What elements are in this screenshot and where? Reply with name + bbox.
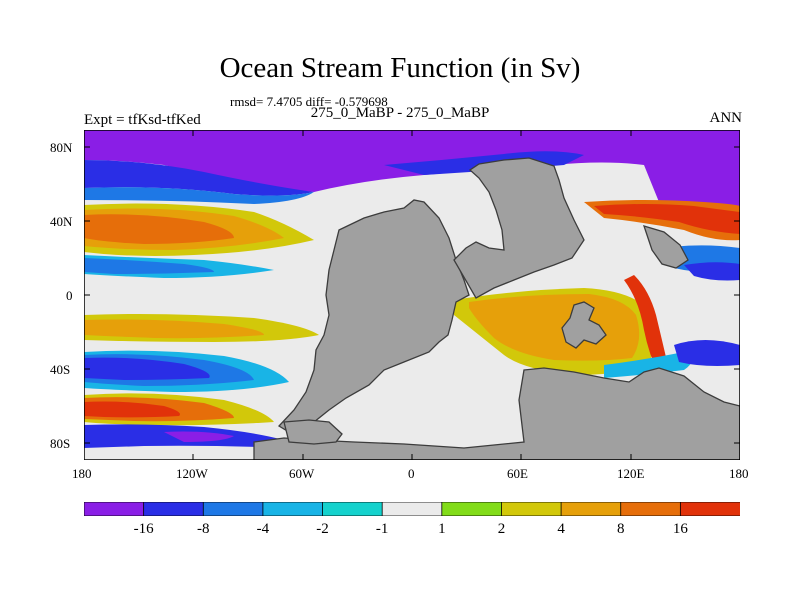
lon-label-120e: 120E <box>617 466 645 481</box>
lon-label-60w: 60W <box>289 466 315 481</box>
axis-ticks <box>84 130 740 460</box>
colorbar-label: -2 <box>316 521 329 537</box>
lat-label-80s: 80S <box>50 436 71 451</box>
antarctic-purple <box>164 431 234 442</box>
north-pacific-core <box>84 214 234 244</box>
colorbar-label: 8 <box>616 521 625 537</box>
nw-pacific-deep-blue <box>684 262 740 281</box>
colorbar-label: -1 <box>375 521 389 537</box>
colorbar-swatch <box>322 502 384 516</box>
colorbar-swatch <box>679 502 740 516</box>
lat-label-0: 0 <box>66 288 73 303</box>
colorbar-swatch <box>441 502 503 516</box>
lat-label-40s: 40S <box>50 362 71 377</box>
colorbar-label: -4 <box>256 521 270 537</box>
arctic-cell <box>84 130 740 215</box>
stats-label: rmsd= 7.4705 diff= -0.579698 <box>230 94 388 109</box>
land-masses <box>253 157 740 460</box>
colorbar-label: -16 <box>133 521 154 537</box>
subtitle: 275_0_MaBP - 275_0_MaBP <box>310 105 490 121</box>
lon-label-60e: 60E <box>507 466 528 481</box>
colorbar-swatch <box>262 502 324 516</box>
colorbar-label: 16 <box>672 521 688 537</box>
subpolar-mid-blue <box>84 187 314 204</box>
colorbar <box>84 502 740 516</box>
land-central <box>277 199 470 433</box>
land-south <box>253 367 740 460</box>
colorbar-label: 1 <box>438 521 446 537</box>
subpolar-blue-cell <box>84 160 314 196</box>
season-label: ANN <box>709 110 743 126</box>
land-east-island <box>642 225 689 269</box>
colorbar-label: 4 <box>557 521 565 537</box>
nw-pacific-red <box>594 204 740 234</box>
land-southwest-island <box>283 419 343 445</box>
colorbar-label: -8 <box>197 521 210 537</box>
colorbar-swatch <box>143 502 205 516</box>
equatorial-orange <box>84 319 264 339</box>
subtropical-blue <box>84 258 214 274</box>
map-plot <box>84 130 740 460</box>
colorbar-swatch <box>560 502 622 516</box>
lat-label-80n: 80N <box>50 140 73 155</box>
colorbar-label: 2 <box>497 521 506 537</box>
lon-label-120w: 120W <box>176 466 208 481</box>
pacific-south-blue <box>674 340 740 366</box>
lon-label-180e: 180 <box>729 466 749 481</box>
southern-red <box>84 401 180 418</box>
southern-deep-blue <box>84 357 210 380</box>
lat-label-40n: 40N <box>50 214 73 229</box>
colorbar-swatch <box>84 502 145 516</box>
colorbar-swatch <box>501 502 562 516</box>
indian-red-streak <box>624 275 669 375</box>
land-inner-island <box>561 301 607 349</box>
lon-label-180w: 180 <box>72 466 92 481</box>
map-title: Ocean Stream Function (in Sv) <box>219 52 581 84</box>
colorbar-swatch <box>202 502 264 516</box>
colorbar-swatch <box>381 502 443 516</box>
experiment-label: Expt = tfKsd-tfKed <box>84 112 201 128</box>
colorbar-swatch <box>620 502 682 516</box>
lon-label-0: 0 <box>408 466 415 481</box>
land-north <box>453 157 585 299</box>
